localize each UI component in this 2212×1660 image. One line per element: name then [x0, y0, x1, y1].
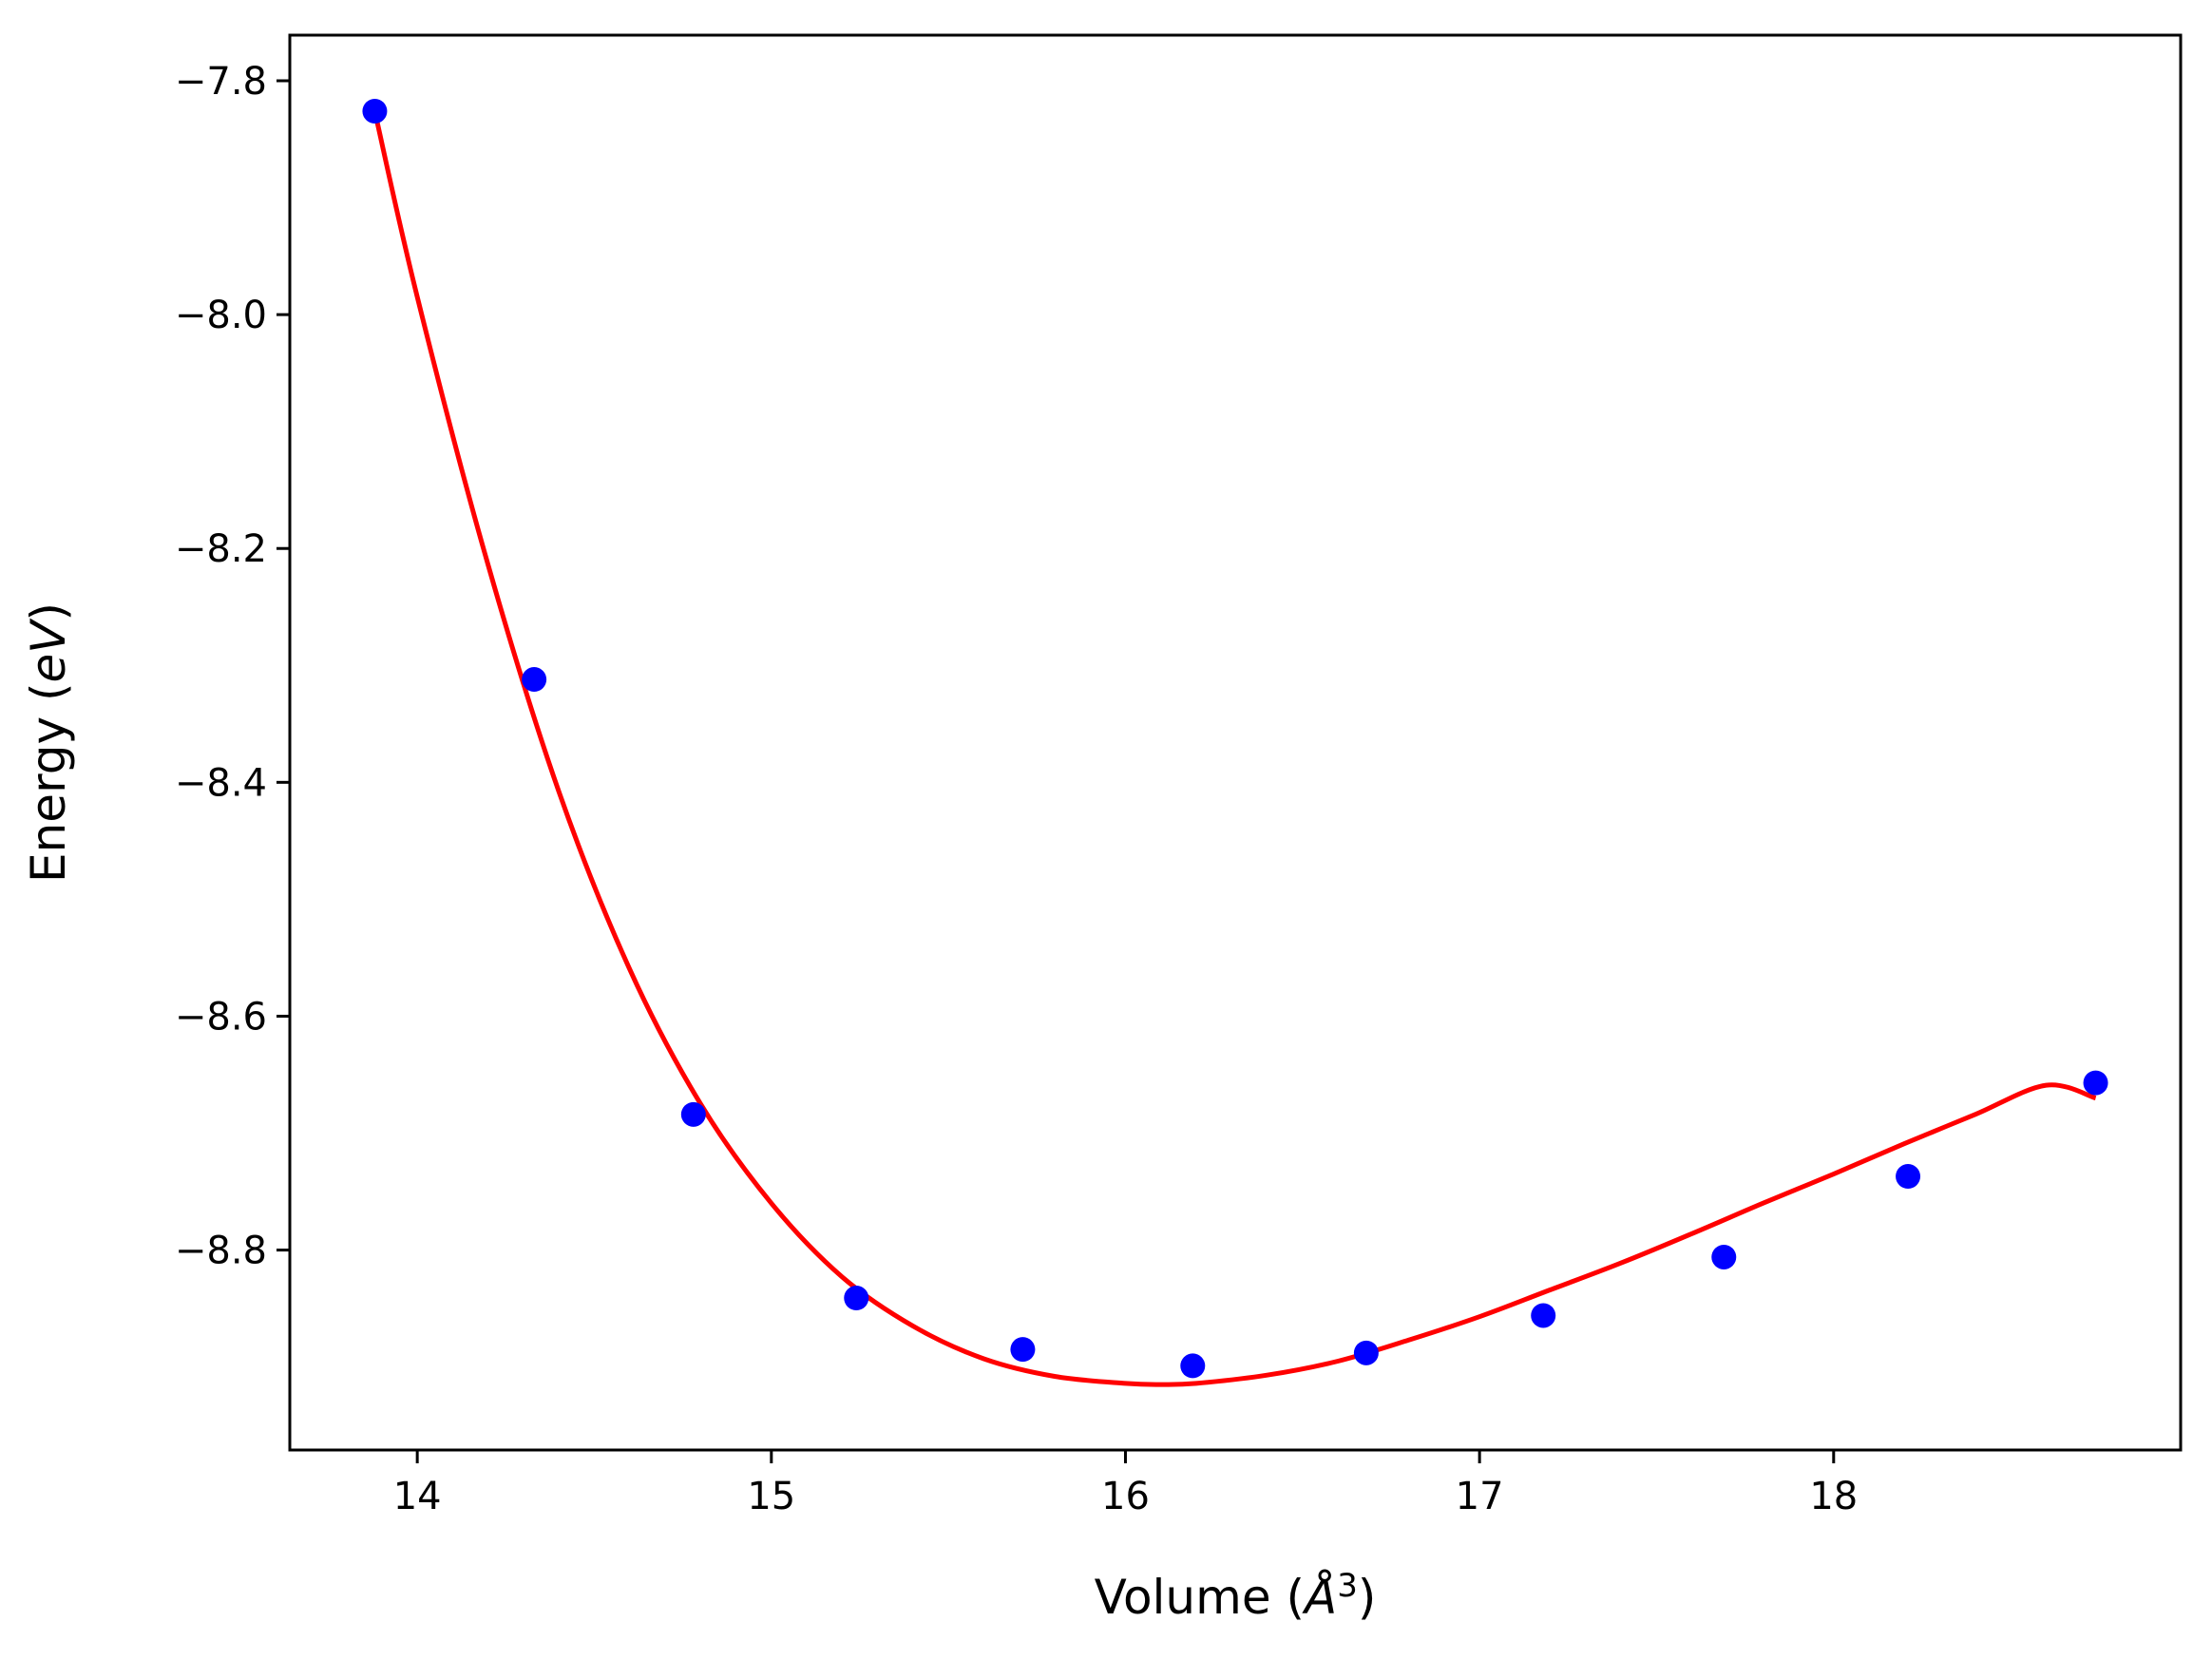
- fit-curve-line: [372, 110, 2097, 1387]
- data-point: [1010, 1337, 1036, 1363]
- data-point: [1180, 1353, 1206, 1379]
- y-tick-label: −8.6: [175, 995, 267, 1039]
- x-tick-label: 18: [1809, 1475, 1858, 1518]
- data-points-layer: [362, 98, 2108, 1379]
- x-axis-label-superscript: 3: [1337, 1567, 1358, 1605]
- data-point: [680, 1101, 706, 1127]
- x-axis-label-symbol: Å: [1302, 1570, 1337, 1625]
- data-point: [1531, 1303, 1556, 1328]
- y-tick-label: −7.8: [175, 60, 267, 104]
- data-point: [1711, 1244, 1737, 1269]
- data-point: [1896, 1164, 1921, 1190]
- y-axis-label-suffix: ): [21, 602, 76, 621]
- x-axis-label: Volume (Å3): [1095, 1567, 1377, 1625]
- data-point: [2083, 1070, 2108, 1096]
- data-point: [522, 667, 547, 693]
- x-tick-label: 17: [1456, 1475, 1504, 1518]
- x-axis-ticks: 14 15 16 17 18: [393, 1450, 1858, 1518]
- data-point: [362, 98, 388, 124]
- x-tick-label: 15: [747, 1475, 795, 1518]
- y-tick-label: −8.4: [175, 761, 267, 805]
- y-tick-label: −8.2: [175, 527, 267, 571]
- fit-curve-layer: [372, 110, 2097, 1387]
- x-axis-label-suffix: ): [1358, 1570, 1377, 1625]
- plot-area: [362, 98, 2108, 1387]
- y-tick-label: −8.8: [175, 1230, 267, 1273]
- axes-frame: [288, 33, 2183, 1452]
- x-tick-label: 14: [393, 1475, 442, 1518]
- y-tick-label: −8.0: [175, 294, 267, 337]
- data-point: [1353, 1340, 1379, 1365]
- x-axis-label-prefix: Volume (: [1095, 1570, 1305, 1625]
- data-point: [844, 1286, 869, 1311]
- y-axis-label-symbol: eV: [21, 618, 76, 683]
- x-tick-label: 16: [1101, 1475, 1150, 1518]
- y-axis-label: Energy (eV): [21, 602, 76, 883]
- y-axis-ticks: −7.8 −8.0 −8.2 −8.4 −8.6 −8.8: [175, 60, 290, 1273]
- y-axis-label-prefix: Energy (: [21, 683, 76, 883]
